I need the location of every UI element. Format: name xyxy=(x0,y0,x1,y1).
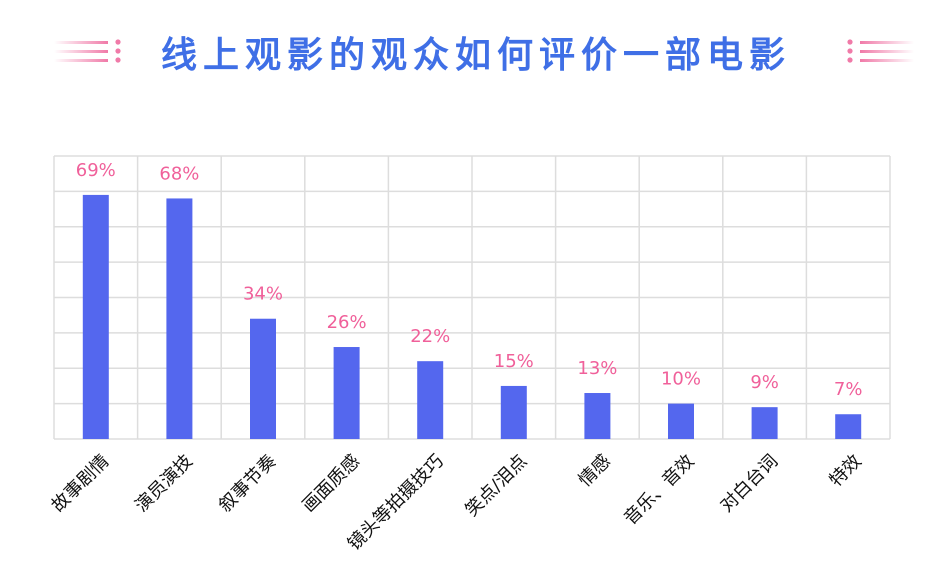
value-label: 34% xyxy=(243,284,283,305)
value-label: 69% xyxy=(76,160,116,181)
title-decoration-right xyxy=(847,39,914,63)
bar xyxy=(668,403,694,439)
title-decoration-left xyxy=(54,39,121,63)
grid xyxy=(53,155,891,440)
x-tick-label: 叙事节奏 xyxy=(215,451,281,517)
value-label: 26% xyxy=(327,312,367,333)
value-label: 15% xyxy=(494,351,534,372)
value-label: 10% xyxy=(661,369,701,390)
value-labels: 69% 68% 34% 26% 22% 15% 13% 10% 9% 7% xyxy=(76,160,863,400)
x-tick-label: 音乐、音效 xyxy=(620,451,698,529)
bar xyxy=(333,347,360,439)
bar xyxy=(584,393,611,439)
bar xyxy=(250,318,276,439)
x-tick-label: 对白台词 xyxy=(716,451,782,517)
x-tick-label: 情感 xyxy=(575,451,615,491)
value-label: 7% xyxy=(834,379,863,400)
chart-title: 线上观影的观众如何评价一部电影 xyxy=(160,35,791,76)
bar xyxy=(417,361,444,439)
x-tick-label: 笑点/泪点 xyxy=(461,451,531,521)
x-tick-labels: 故事剧情 演员演技 叙事节奏 画面质感镜头等拍摄技巧 笑点/泪点 情感 音乐、音效 对白台词特… xyxy=(48,451,866,555)
bar xyxy=(500,385,527,439)
x-tick-label: 特效 xyxy=(825,451,865,491)
x-tick-label: 画面质感 xyxy=(298,451,364,517)
bar xyxy=(835,414,862,439)
value-label: 13% xyxy=(577,358,617,379)
bar xyxy=(166,198,193,439)
value-label: 22% xyxy=(410,326,450,347)
bar xyxy=(82,194,109,439)
bars xyxy=(82,194,862,439)
value-label: 68% xyxy=(159,163,199,184)
value-label: 9% xyxy=(750,372,779,393)
x-tick-label: 演员演技 xyxy=(131,451,197,517)
bar xyxy=(751,407,778,439)
x-tick-label: 故事剧情 xyxy=(48,451,114,517)
